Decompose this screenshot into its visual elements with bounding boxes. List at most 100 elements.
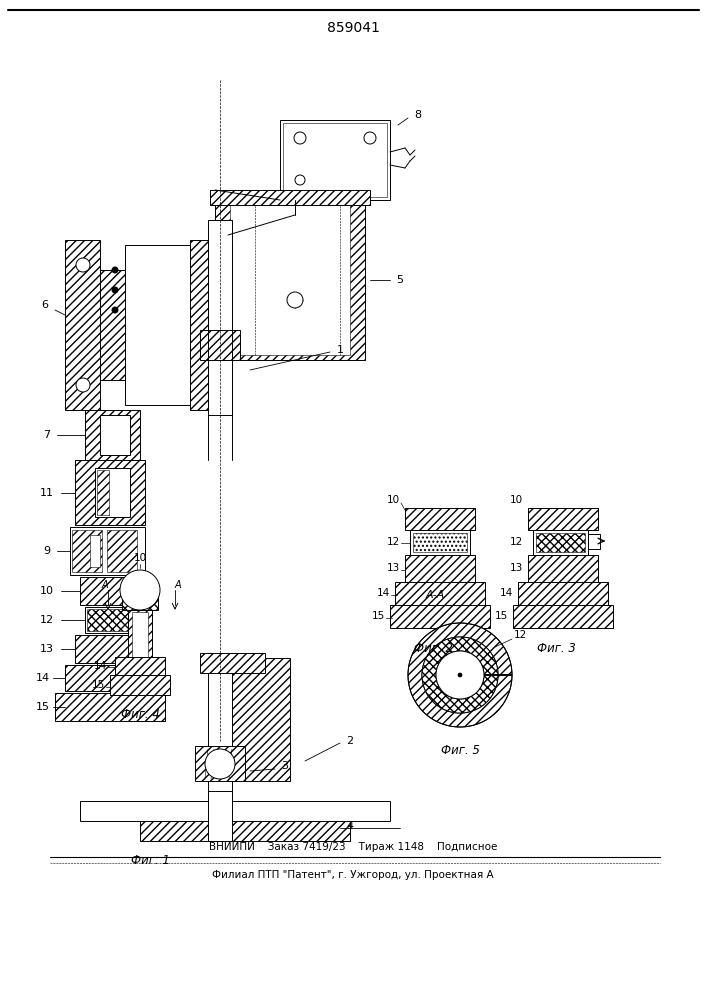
Text: 15: 15 [494, 611, 508, 621]
Bar [75, 460, 145, 525]
Text: 6: 6 [42, 300, 49, 310]
Text: 2: 2 [346, 736, 354, 746]
Circle shape [295, 175, 305, 185]
Polygon shape [422, 637, 498, 713]
Bar [100, 415, 130, 455]
Text: 14: 14 [36, 673, 50, 683]
Bar [215, 200, 365, 360]
Circle shape [112, 307, 118, 313]
Text: 859041: 859041 [327, 21, 380, 35]
Bar [115, 657, 165, 675]
Bar [85, 410, 140, 460]
Text: 15: 15 [371, 611, 385, 621]
Bar [283, 123, 387, 197]
Bar [110, 675, 170, 695]
Text: Фиг. 4: Фиг. 4 [121, 708, 160, 722]
Bar [395, 582, 485, 605]
Bar [200, 653, 265, 673]
Bar [80, 801, 390, 821]
Bar [410, 530, 470, 555]
Text: 7: 7 [43, 430, 51, 440]
Bar [72, 530, 102, 572]
Text: 14: 14 [499, 588, 513, 598]
Circle shape [112, 287, 118, 293]
Polygon shape [408, 623, 512, 727]
Circle shape [76, 258, 90, 272]
Text: А: А [102, 580, 108, 590]
Bar [65, 665, 155, 691]
Bar [208, 220, 232, 415]
Text: 10: 10 [40, 586, 54, 596]
Bar [533, 530, 588, 555]
Bar [75, 635, 145, 663]
Bar [210, 190, 370, 205]
Text: Фиг. 1: Фиг. 1 [131, 854, 170, 867]
Text: 11: 11 [40, 488, 54, 498]
Bar [518, 582, 608, 605]
Bar [140, 821, 350, 841]
Bar [230, 205, 350, 355]
Text: Фиг. 3: Фиг. 3 [537, 642, 575, 654]
Bar [208, 658, 232, 801]
Text: 10: 10 [510, 495, 522, 505]
Text: 5: 5 [397, 275, 404, 285]
Text: А: А [175, 580, 181, 590]
Text: 8: 8 [414, 110, 421, 120]
Text: А-А: А-А [426, 590, 445, 600]
Text: 12: 12 [513, 630, 527, 640]
Circle shape [120, 570, 160, 610]
Circle shape [205, 749, 235, 779]
Bar [65, 240, 100, 410]
Bar [528, 555, 598, 582]
Text: 13: 13 [509, 563, 522, 573]
Bar [390, 605, 490, 628]
Bar [588, 534, 600, 549]
Circle shape [458, 673, 462, 677]
Bar [413, 533, 467, 552]
Text: 12: 12 [40, 615, 54, 625]
Bar [87, 609, 133, 631]
Text: Филиал ПТП "Патент", г. Ужгород, ул. Проектная А: Филиал ПТП "Патент", г. Ужгород, ул. Про… [212, 870, 493, 880]
Text: 14: 14 [376, 588, 390, 598]
Circle shape [287, 292, 303, 308]
Text: 10: 10 [387, 495, 399, 505]
Bar [97, 470, 109, 515]
Text: 14: 14 [93, 661, 107, 671]
Text: 15: 15 [36, 702, 50, 712]
Text: 13: 13 [40, 644, 54, 654]
Text: ВНИИПИ    Заказ 7419/23    Тираж 1148    Подписное: ВНИИПИ Заказ 7419/23 Тираж 1148 Подписно… [209, 842, 497, 852]
Bar [122, 588, 158, 610]
Bar [90, 535, 100, 567]
Text: 3: 3 [281, 761, 288, 771]
Bar [85, 607, 135, 633]
Text: 15: 15 [91, 680, 105, 690]
Bar [528, 508, 598, 530]
Bar [190, 240, 220, 410]
Bar [100, 270, 125, 380]
Text: Фиг. 5: Фиг. 5 [440, 744, 479, 756]
Text: Фиг. 2: Фиг. 2 [414, 642, 452, 654]
Bar [225, 658, 290, 781]
Bar [405, 508, 475, 530]
Text: 10: 10 [134, 553, 146, 563]
Circle shape [294, 132, 306, 144]
Text: 12: 12 [386, 537, 399, 547]
Text: 4: 4 [346, 821, 354, 831]
Bar [405, 555, 475, 582]
Bar [125, 245, 190, 405]
Bar [132, 612, 148, 658]
Bar [128, 610, 152, 660]
Bar [55, 693, 165, 721]
Bar [107, 530, 137, 572]
Text: 12: 12 [509, 537, 522, 547]
Bar [70, 527, 145, 575]
Bar [80, 577, 140, 605]
Text: 13: 13 [386, 563, 399, 573]
Circle shape [436, 651, 484, 699]
Circle shape [112, 267, 118, 273]
Bar [280, 120, 390, 200]
Bar [208, 791, 232, 841]
Circle shape [364, 132, 376, 144]
Bar [210, 658, 225, 751]
Bar [95, 468, 130, 517]
